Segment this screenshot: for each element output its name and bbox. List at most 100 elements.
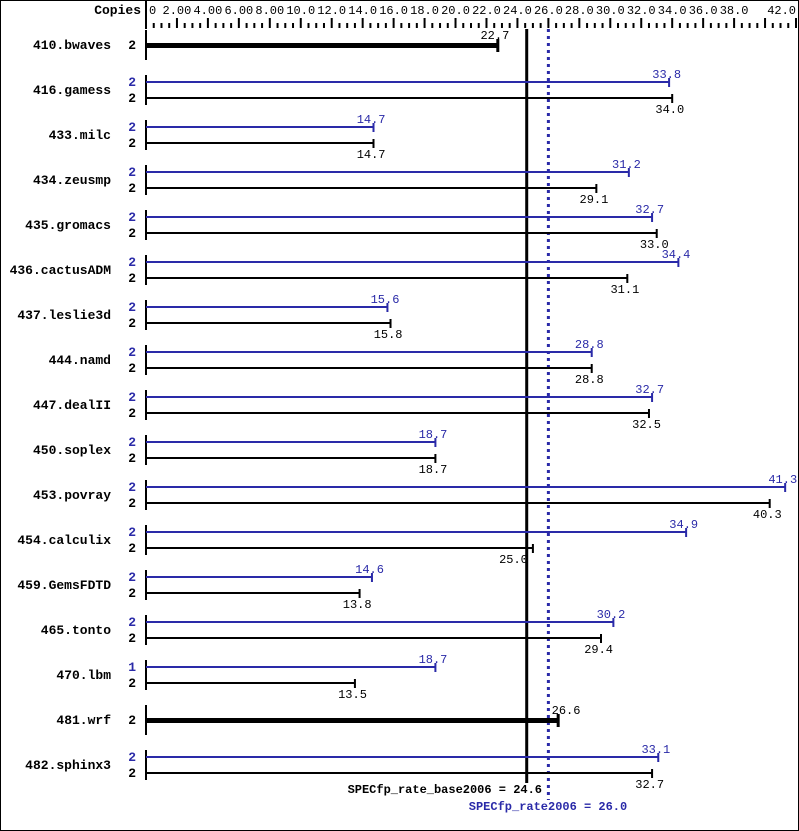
copies-value: 2	[128, 586, 136, 601]
axis-tick-label: 42.0	[767, 4, 796, 18]
bar-base	[146, 502, 770, 504]
axis-tick-minor	[284, 23, 287, 28]
value-label: 14.6	[355, 563, 384, 577]
bar-base	[146, 187, 597, 189]
bar-end-tick	[651, 213, 654, 222]
benchmark-label: 450.soplex	[33, 443, 111, 458]
copies-value: 2	[128, 713, 136, 728]
bar-base	[146, 142, 374, 144]
axis-tick-major	[702, 18, 705, 28]
benchmark-label: 410.bwaves	[33, 38, 111, 53]
axis-tick-label: 38.0	[720, 4, 749, 18]
row-axis-segment	[145, 750, 147, 780]
peak-mean-label: SPECfp_rate2006 = 26.0	[468, 800, 628, 814]
value-label: 31.1	[610, 283, 639, 297]
bar-base	[146, 457, 436, 459]
row-axis-segment	[145, 300, 147, 330]
bar-peak	[146, 621, 614, 623]
axis-tick-label: 8.00	[255, 4, 284, 18]
axis-tick-minor	[493, 23, 496, 28]
bar-end-tick	[372, 123, 375, 132]
axis-tick-major	[671, 18, 674, 28]
bar-base	[146, 43, 498, 48]
value-label: 15.8	[374, 328, 403, 342]
axis-tick-minor	[346, 23, 349, 28]
axis-tick-minor	[431, 23, 434, 28]
row-axis-segment	[145, 255, 147, 285]
copies-value: 2	[128, 210, 136, 225]
bar-peak	[146, 261, 679, 263]
axis-tick-minor	[624, 23, 627, 28]
axis-tick-major	[175, 18, 178, 28]
value-label: 41.3	[768, 473, 797, 487]
bar-end-tick	[626, 274, 629, 283]
axis-tick-minor	[400, 23, 403, 28]
bar-end-tick	[647, 409, 650, 418]
bar-end-tick	[590, 364, 593, 373]
value-label: 13.8	[343, 598, 372, 612]
bar-base	[146, 718, 558, 723]
axis-tick-label: 28.0	[565, 4, 594, 18]
bar-end-tick	[784, 483, 787, 492]
value-label: 32.7	[635, 778, 664, 792]
bar-end-tick	[434, 663, 437, 672]
axis-tick-major	[206, 18, 209, 28]
benchmark-label: 416.gamess	[33, 83, 111, 98]
benchmark-label: 470.lbm	[56, 668, 111, 683]
axis-tick-label: 16.0	[379, 4, 408, 18]
axis-tick-major	[485, 18, 488, 28]
benchmark-label: 481.wrf	[56, 713, 111, 728]
value-label: 29.1	[580, 193, 609, 207]
copies-value: 1	[128, 660, 136, 675]
axis-tick-minor	[245, 23, 248, 28]
bar-peak	[146, 306, 388, 308]
benchmark-label: 459.GemsFDTD	[17, 578, 111, 593]
axis-tick-label: 32.0	[627, 4, 656, 18]
bar-peak	[146, 576, 372, 578]
bar-peak	[146, 396, 653, 398]
axis-tick-minor	[353, 23, 356, 28]
value-label: 18.7	[419, 653, 448, 667]
copies-value: 2	[128, 615, 136, 630]
value-label: 34.4	[662, 248, 691, 262]
bar-base	[146, 232, 657, 234]
axis-tick-minor	[787, 23, 790, 28]
axis-tick-minor	[261, 23, 264, 28]
row-axis-segment	[145, 525, 147, 555]
base-mean-label: SPECfp_rate_base2006 = 24.6	[347, 783, 542, 797]
copies-value: 2	[128, 631, 136, 646]
bar-end-tick	[657, 753, 660, 762]
copies-value: 2	[128, 541, 136, 556]
row-axis-segment	[145, 570, 147, 600]
value-label: 14.7	[357, 148, 386, 162]
axis-tick-label: 24.0	[503, 4, 532, 18]
value-label: 29.4	[584, 643, 613, 657]
axis-tick-major	[330, 18, 333, 28]
axis-tick-minor	[725, 23, 728, 28]
copies-value: 2	[128, 38, 136, 53]
axis-tick-minor	[617, 23, 620, 28]
bar-end-tick	[600, 634, 602, 643]
axis-tick-minor	[500, 23, 503, 28]
value-label: 28.8	[575, 373, 604, 387]
axis-tick-major	[640, 18, 643, 28]
axis-tick-minor	[168, 23, 171, 28]
copies-value: 2	[128, 480, 136, 495]
axis-tick-major	[299, 18, 302, 28]
axis-tick-minor	[191, 23, 194, 28]
axis-tick-minor	[686, 23, 689, 28]
value-label: 22.7	[480, 29, 509, 43]
benchmark-label: 437.leslie3d	[17, 308, 111, 323]
axis-tick-label: 4.00	[193, 4, 222, 18]
axis-tick-minor	[408, 23, 411, 28]
bar-base	[146, 547, 533, 549]
value-label: 18.7	[419, 463, 448, 477]
axis-tick-label: 14.0	[348, 4, 377, 18]
bar-end-tick	[590, 348, 593, 357]
axis-tick-minor	[230, 23, 233, 28]
bar-end-tick	[434, 438, 437, 447]
bar-end-tick	[370, 573, 373, 582]
bar-peak	[146, 126, 374, 128]
